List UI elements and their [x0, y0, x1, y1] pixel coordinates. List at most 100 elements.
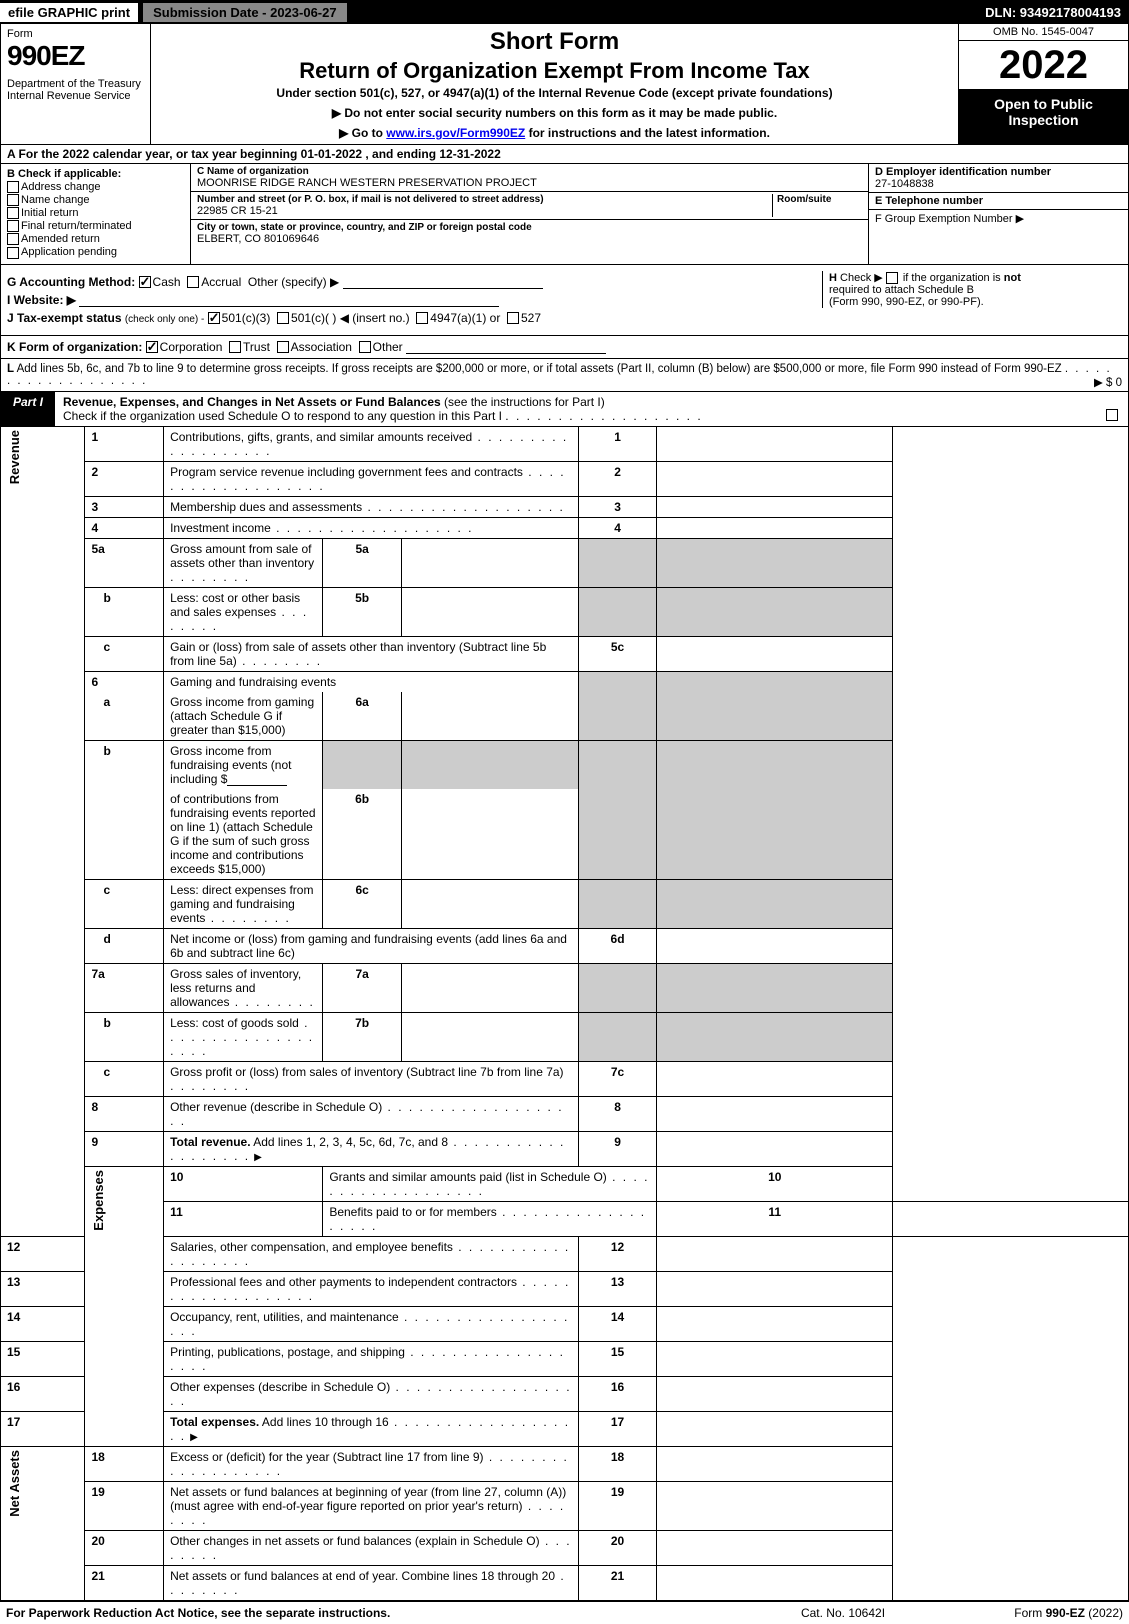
line-15: 15Printing, publications, postage, and s… — [1, 1341, 1129, 1376]
ein-value: 27-1048838 — [875, 178, 1122, 190]
k-other: Other — [373, 340, 403, 354]
line-11: 11Benefits paid to or for members11 — [1, 1201, 1129, 1236]
chk-application-pending[interactable]: Application pending — [7, 246, 184, 258]
expenses-side-label: Expenses — [85, 1166, 164, 1446]
top-bar: efile GRAPHIC print Submission Date - 20… — [0, 0, 1129, 24]
line-5c: c Gain or (loss) from sale of assets oth… — [1, 636, 1129, 671]
omb-number: OMB No. 1545-0047 — [959, 24, 1128, 41]
section-j: J Tax-exempt status (check only one) - 5… — [7, 311, 1122, 325]
checkbox-icon[interactable] — [507, 312, 519, 324]
checkbox-icon[interactable] — [277, 312, 289, 324]
opt-initial-return: Initial return — [21, 207, 78, 219]
form-number: 990EZ — [7, 40, 144, 72]
revenue-side-label: Revenue — [1, 427, 85, 1237]
line-6: 6 Gaming and fundraising events — [1, 671, 1129, 692]
line-21: 21Net assets or fund balances at end of … — [1, 1565, 1129, 1600]
right-num: 1 — [578, 427, 657, 462]
website-input[interactable] — [79, 293, 499, 307]
line-16: 16Other expenses (describe in Schedule O… — [1, 1376, 1129, 1411]
tax-year: 2022 — [959, 41, 1128, 90]
line-6a: a Gross income from gaming (attach Sched… — [1, 692, 1129, 741]
checkbox-icon[interactable] — [1106, 409, 1118, 421]
checkbox-icon[interactable] — [187, 276, 199, 288]
checkbox-icon[interactable] — [146, 341, 158, 353]
line-18: Net Assets 18 Excess or (deficit) for th… — [1, 1446, 1129, 1481]
g-cash: Cash — [153, 275, 181, 289]
j-527: 527 — [521, 311, 541, 325]
section-f: F Group Exemption Number ▶ — [869, 210, 1128, 264]
efile-print-label[interactable]: efile GRAPHIC print — [0, 3, 138, 22]
checkbox-icon — [7, 181, 19, 193]
checkbox-icon — [7, 194, 19, 206]
instr-ssn: ▶ Do not enter social security numbers o… — [159, 106, 950, 120]
part-i-check-line: Check if the organization used Schedule … — [63, 409, 502, 423]
line-7c: c Gross profit or (loss) from sales of i… — [1, 1061, 1129, 1096]
org-name-row: C Name of organization MOONRISE RIDGE RA… — [191, 164, 868, 192]
checkbox-icon[interactable] — [277, 341, 289, 353]
checkbox-icon[interactable] — [208, 312, 220, 324]
subtitle: Under section 501(c), 527, or 4947(a)(1)… — [159, 86, 950, 100]
instr-goto-post: for instructions and the latest informat… — [525, 126, 770, 140]
checkbox-icon[interactable] — [229, 341, 241, 353]
chk-name-change[interactable]: Name change — [7, 194, 184, 206]
line-12: 12Salaries, other compensation, and empl… — [1, 1236, 1129, 1271]
l-letter: L — [7, 363, 14, 375]
line-20: 20Other changes in net assets or fund ba… — [1, 1530, 1129, 1565]
line-2: 2 Program service revenue including gove… — [1, 461, 1129, 496]
line-6b-2: of contributions from fundraising events… — [1, 789, 1129, 880]
checkbox-icon[interactable] — [139, 276, 151, 288]
chk-final-return[interactable]: Final return/terminated — [7, 220, 184, 232]
section-e: E Telephone number — [869, 193, 1128, 210]
line-8: 8 Other revenue (describe in Schedule O)… — [1, 1096, 1129, 1131]
checkbox-icon[interactable] — [359, 341, 371, 353]
chk-address-change[interactable]: Address change — [7, 181, 184, 193]
street-row: Number and street (or P. O. box, if mail… — [191, 192, 868, 220]
j-sub: (check only one) - — [125, 314, 204, 325]
line-3: 3 Membership dues and assessments 3 — [1, 496, 1129, 517]
line-7a: 7a Gross sales of inventory, less return… — [1, 963, 1129, 1012]
checkbox-icon[interactable] — [416, 312, 428, 324]
checkbox-icon — [7, 233, 19, 245]
section-a-text: A For the 2022 calendar year, or tax yea… — [7, 147, 501, 161]
g-other-input[interactable] — [343, 275, 543, 289]
h-letter: H — [829, 272, 837, 284]
ein-hdr: D Employer identification number — [875, 166, 1122, 178]
opt-name-change: Name change — [21, 194, 90, 206]
phone-hdr: E Telephone number — [875, 195, 1122, 207]
chk-amended-return[interactable]: Amended return — [7, 233, 184, 245]
checkbox-icon — [7, 247, 19, 259]
section-bcdef: B Check if applicable: Address change Na… — [0, 164, 1129, 265]
chk-initial-return[interactable]: Initial return — [7, 207, 184, 219]
line-19: 19 Net assets or fund balances at beginn… — [1, 1481, 1129, 1530]
line-4: 4 Investment income 4 — [1, 517, 1129, 538]
section-def: D Employer identification number 27-1048… — [868, 164, 1128, 264]
section-d: D Employer identification number 27-1048… — [869, 164, 1128, 193]
part-i-title-rest: (see the instructions for Part I) — [441, 395, 605, 409]
i-label: I Website: ▶ — [7, 293, 76, 307]
section-c: C Name of organization MOONRISE RIDGE RA… — [191, 164, 868, 264]
main-title: Return of Organization Exempt From Incom… — [159, 58, 950, 84]
section-a-tax-year: A For the 2022 calendar year, or tax yea… — [0, 145, 1129, 164]
form-header-right: OMB No. 1545-0047 2022 Open to Public In… — [958, 24, 1128, 144]
section-k: K Form of organization: Corporation Trus… — [0, 336, 1129, 359]
irs-link[interactable]: www.irs.gov/Form990EZ — [386, 126, 525, 140]
footer-form-ref: Form 990-EZ (2022) — [943, 1606, 1123, 1620]
line-6b-amount-input[interactable] — [227, 772, 287, 786]
right-val — [657, 427, 893, 462]
line-13: 13Professional fees and other payments t… — [1, 1271, 1129, 1306]
expenses-label: Expenses — [91, 1170, 106, 1231]
net-assets-side-label: Net Assets — [1, 1446, 85, 1600]
line-num: 1 — [85, 427, 164, 462]
line-5b: b Less: cost or other basis and sales ex… — [1, 587, 1129, 636]
part-i-title-bold: Revenue, Expenses, and Changes in Net As… — [63, 395, 441, 409]
b-check-if: Check if applicable: — [18, 168, 121, 180]
k-corporation: Corporation — [160, 340, 223, 354]
j-501c3: 501(c)(3) — [222, 311, 271, 325]
part-i-title: Revenue, Expenses, and Changes in Net As… — [55, 392, 1128, 426]
line-6b-1: b Gross income from fundraising events (… — [1, 740, 1129, 789]
room-hdr: Room/suite — [777, 194, 862, 205]
street-hdr: Number and street (or P. O. box, if mail… — [197, 194, 772, 205]
k-other-input[interactable] — [406, 340, 606, 354]
checkbox-icon — [7, 207, 19, 219]
checkbox-icon[interactable] — [886, 272, 898, 284]
